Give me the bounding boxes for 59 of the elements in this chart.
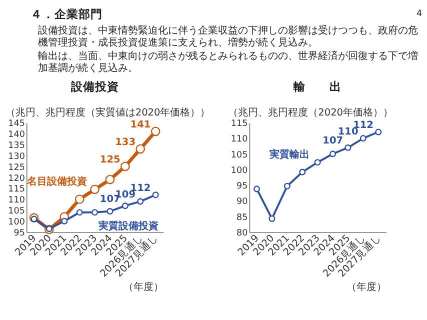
y-tick-label: 90 [236,197,248,208]
point [314,159,321,166]
y-tick-label: 135 [8,140,25,151]
point [284,182,290,190]
point [106,208,114,215]
y-tick-label: 105 [8,206,25,217]
data-label: 107 [322,136,344,147]
y-tick-label: 145 [8,119,25,130]
point [105,174,115,184]
y-tick-label: 105 [230,150,248,160]
data-label: 133 [115,136,136,148]
y-axis-title: （兆円、兆円程度（実質値は2020年価格）） [5,106,210,118]
text: ４．企業部門 [30,7,102,22]
x-axis-title: （年度） [124,280,164,293]
y-tick-label: 125 [8,162,25,173]
point [90,184,100,194]
series-label: 実質輸出 [268,148,310,160]
y-tick-label: 130 [8,152,25,162]
y-tick-label: 110 [230,134,248,145]
text: 輸出は、当面、中東向けの弱さが残るとみられるものの、世界経済が回復する下で増加基調が続く見込み。 [38,50,418,74]
y-tick-label: 115 [8,184,25,195]
data-label: 141 [130,119,151,130]
point [120,162,130,172]
x-axis-title: （年度） [346,280,386,293]
series-label: 名目設備投資 [26,176,87,188]
y-tick-label: 95 [14,228,25,238]
point [360,135,366,142]
point [152,192,159,198]
y-tick-label: 110 [8,196,25,206]
point [299,168,306,176]
y-tick-label: 80 [236,228,248,238]
point [122,202,128,210]
y-tick-label: 120 [8,174,25,184]
y-tick-label: 100 [8,218,25,228]
y-tick-label: 100 [230,166,248,176]
data-label: 125 [100,154,120,166]
point [375,128,382,136]
series-label: 実質設備投資 [98,220,159,232]
point [61,218,68,224]
point [92,209,98,216]
point [136,144,146,154]
y-tick-label: 115 [230,119,248,130]
text: 4 [416,9,423,20]
point [150,126,160,136]
y-tick-label: 85 [236,212,248,223]
point [329,150,336,158]
chart-title: 設備投資 [70,79,119,94]
point [254,186,260,192]
point [76,209,83,216]
y-axis-title: （兆円、兆円程度（2020年価格）） [228,106,394,118]
point [30,216,38,222]
point [344,144,352,151]
point [137,198,144,205]
y-tick-label: 140 [8,130,25,140]
y-tick-label: 95 [236,182,248,192]
point [74,194,84,204]
chart-title: 輸 出 [292,79,342,94]
point [268,215,276,222]
text: 設備投資は、中東情勢緊迫化に伴う企業収益の下押しの影響は受けつつも、政府の危機管理投資・成長投資促進策に支えられ、増勢が続く見込み。 [38,24,418,48]
